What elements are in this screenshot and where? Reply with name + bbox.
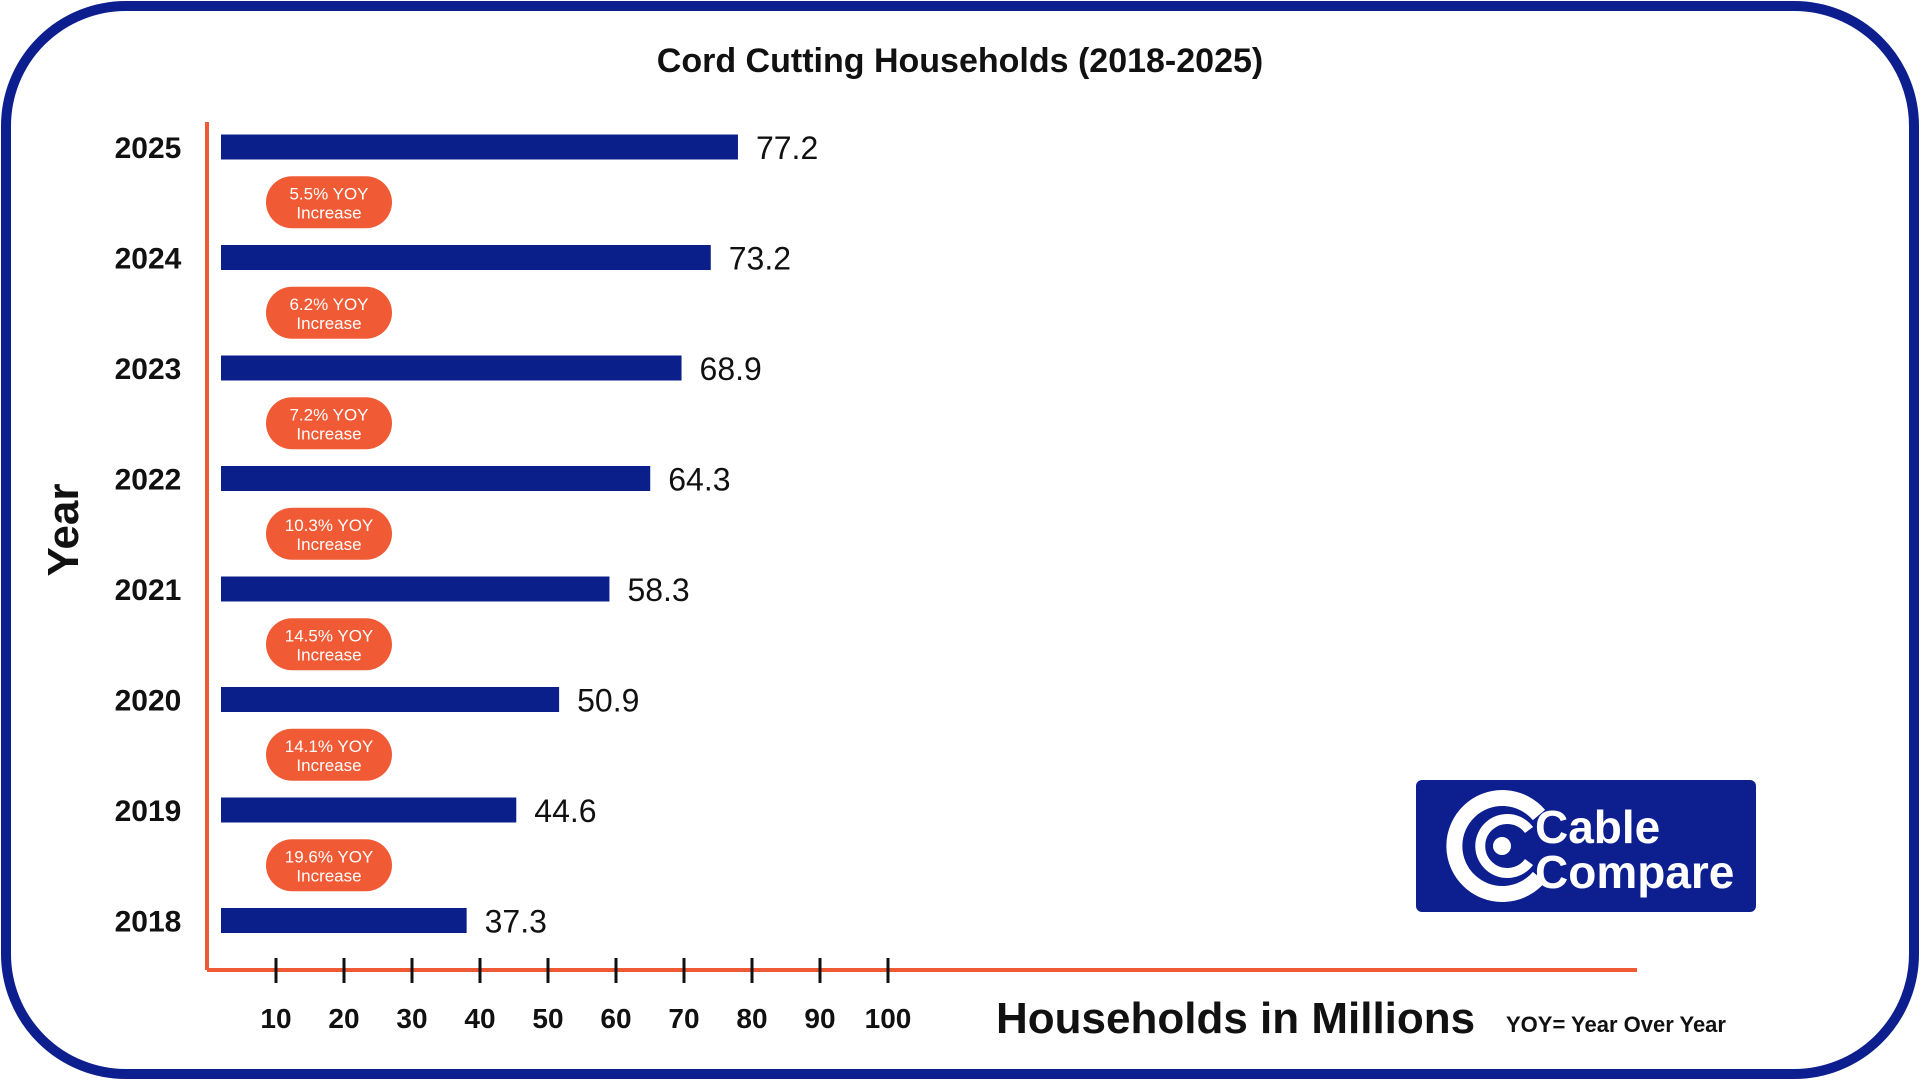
cable-compare-logo: Cable Compare: [1416, 780, 1756, 912]
x-tick-label-70: 70: [668, 1003, 699, 1034]
x-tick-label-90: 90: [804, 1003, 835, 1034]
x-axis-ticks: 10 20 30 40 50 60 70 80 90 100: [260, 958, 911, 1034]
yoy-pill-increase: Increase: [296, 203, 361, 222]
yoy-pill-percent: 14.5% YOY: [285, 626, 374, 645]
logo-line-2: Compare: [1535, 846, 1734, 898]
yoy-pill-increase: Increase: [296, 424, 361, 443]
x-axis-title: Households in Millions: [996, 994, 1475, 1043]
x-tick-label-30: 30: [396, 1003, 427, 1034]
x-tick-label-20: 20: [328, 1003, 359, 1034]
value-label-2023: 68.9: [700, 351, 762, 387]
bar-2025: [221, 134, 738, 160]
year-label-2024: 2024: [115, 243, 182, 276]
x-tick-label-100: 100: [865, 1003, 912, 1034]
chart-title: Cord Cutting Households (2018-2025): [657, 42, 1263, 80]
value-label-2019: 44.6: [534, 793, 596, 829]
bar-2024: [221, 245, 711, 270]
logo-line-1: Cable: [1535, 801, 1660, 853]
yoy-pill-percent: 5.5% YOY: [289, 184, 368, 203]
year-label-2019: 2019: [115, 795, 182, 828]
yoy-pill-increase: Increase: [296, 866, 361, 885]
year-label-2025: 2025: [115, 132, 182, 165]
x-tick-label-60: 60: [600, 1003, 631, 1034]
year-label-2018: 2018: [115, 906, 182, 939]
yoy-note: YOY= Year Over Year: [1506, 1012, 1726, 1037]
bar-2023: [221, 355, 682, 381]
year-label-2020: 2020: [115, 685, 182, 718]
yoy-pill-percent: 7.2% YOY: [289, 405, 368, 424]
yoy-pill-percent: 6.2% YOY: [289, 295, 368, 314]
yoy-pill-increase: Increase: [296, 535, 361, 554]
y-axis-title: Year: [39, 484, 88, 577]
bar-2019: [221, 797, 517, 823]
year-label-2023: 2023: [115, 353, 182, 386]
value-label-2021: 58.3: [627, 572, 689, 608]
value-label-2018: 37.3: [485, 904, 547, 940]
value-label-2020: 50.9: [577, 683, 639, 719]
bars: 2025 77.2 2024 73.2 2023 68.9 2022 64.3 2021 58.3…: [115, 130, 819, 940]
yoy-pill-percent: 10.3% YOY: [285, 516, 374, 535]
yoy-pill-increase: Increase: [296, 314, 361, 333]
value-label-2025: 77.2: [756, 130, 818, 166]
bar-2020: [221, 687, 560, 712]
bar-2021: [221, 576, 610, 602]
x-tick-label-50: 50: [532, 1003, 563, 1034]
year-label-2021: 2021: [115, 574, 182, 607]
x-tick-label-40: 40: [464, 1003, 495, 1034]
yoy-pill-percent: 19.6% YOY: [285, 847, 374, 866]
yoy-pill-increase: Increase: [296, 645, 361, 664]
bar-2022: [221, 466, 651, 491]
x-tick-label-80: 80: [736, 1003, 767, 1034]
value-label-2022: 64.3: [668, 462, 730, 498]
x-tick-label-10: 10: [260, 1003, 291, 1034]
yoy-pill-increase: Increase: [296, 756, 361, 775]
yoy-pill-percent: 14.1% YOY: [285, 737, 374, 756]
year-label-2022: 2022: [115, 464, 182, 497]
cable-compare-c-icon: [1446, 790, 1546, 902]
value-label-2024: 73.2: [729, 241, 791, 277]
bar-2018: [221, 908, 467, 933]
